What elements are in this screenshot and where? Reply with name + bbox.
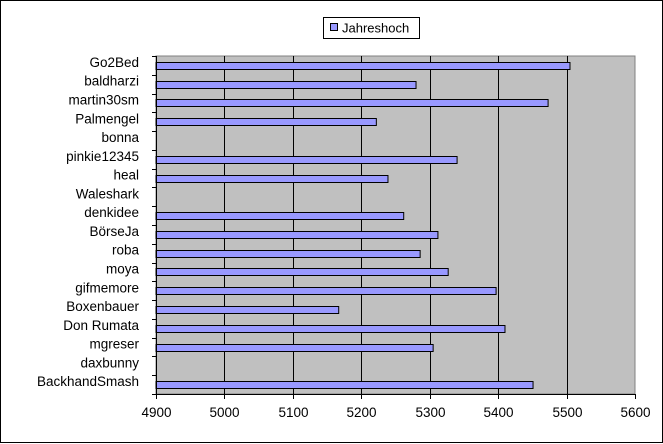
bar — [155, 81, 417, 89]
x-axis-ticks: 4900 5000 5100 5200 5300 5400 5500 5600 — [141, 394, 651, 420]
category-label: martin30sm — [68, 93, 139, 108]
category-label: moya — [106, 262, 140, 277]
category-label: gifmemore — [75, 280, 139, 295]
category-label: denkidee — [84, 205, 139, 220]
category-label: daxbunny — [80, 355, 139, 370]
bar — [155, 118, 377, 126]
plot-area — [155, 55, 636, 395]
bar — [155, 250, 421, 258]
bar — [155, 231, 439, 239]
bar — [155, 156, 458, 164]
bar — [155, 381, 534, 389]
x-tick-label: 5100 — [278, 405, 308, 420]
gridlines — [224, 56, 568, 394]
bar — [155, 268, 449, 276]
category-label: baldharzi — [84, 74, 139, 89]
legend-swatch — [330, 23, 338, 31]
category-label: BörseJa — [89, 224, 139, 239]
x-tick-label: 5300 — [415, 405, 445, 420]
bar — [155, 99, 549, 107]
x-tick-label: 4900 — [141, 405, 171, 420]
bar — [155, 287, 497, 295]
x-tick-label: 5500 — [552, 405, 582, 420]
bar — [155, 175, 389, 183]
x-tick-label: 5600 — [620, 405, 650, 420]
legend-box — [323, 17, 420, 39]
category-label: Don Rumata — [63, 318, 139, 333]
category-label: bonna — [101, 130, 139, 145]
category-label: Waleshark — [76, 186, 140, 201]
bar — [155, 344, 434, 352]
category-labels: Go2Bed baldharzi martin30sm Palmengel bonna p… — [37, 55, 157, 395]
category-label: Boxenbauer — [66, 299, 139, 314]
category-label: Palmengel — [75, 111, 139, 126]
category-label: Go2Bed — [89, 55, 139, 70]
x-tick-label: 5000 — [209, 405, 239, 420]
bar — [155, 62, 571, 70]
legend: Jahreshoch — [323, 17, 420, 39]
x-tick-label: 5200 — [346, 405, 376, 420]
category-label: pinkie12345 — [66, 149, 139, 164]
category-label: BackhandSmash — [37, 374, 139, 389]
x-tick-label: 5400 — [483, 405, 513, 420]
category-label: mgreser — [89, 337, 139, 352]
category-label: heal — [113, 168, 139, 183]
bar — [155, 325, 506, 333]
legend-label: Jahreshoch — [342, 21, 409, 36]
bar — [155, 212, 405, 220]
bar — [155, 306, 340, 314]
category-label: roba — [112, 243, 140, 258]
